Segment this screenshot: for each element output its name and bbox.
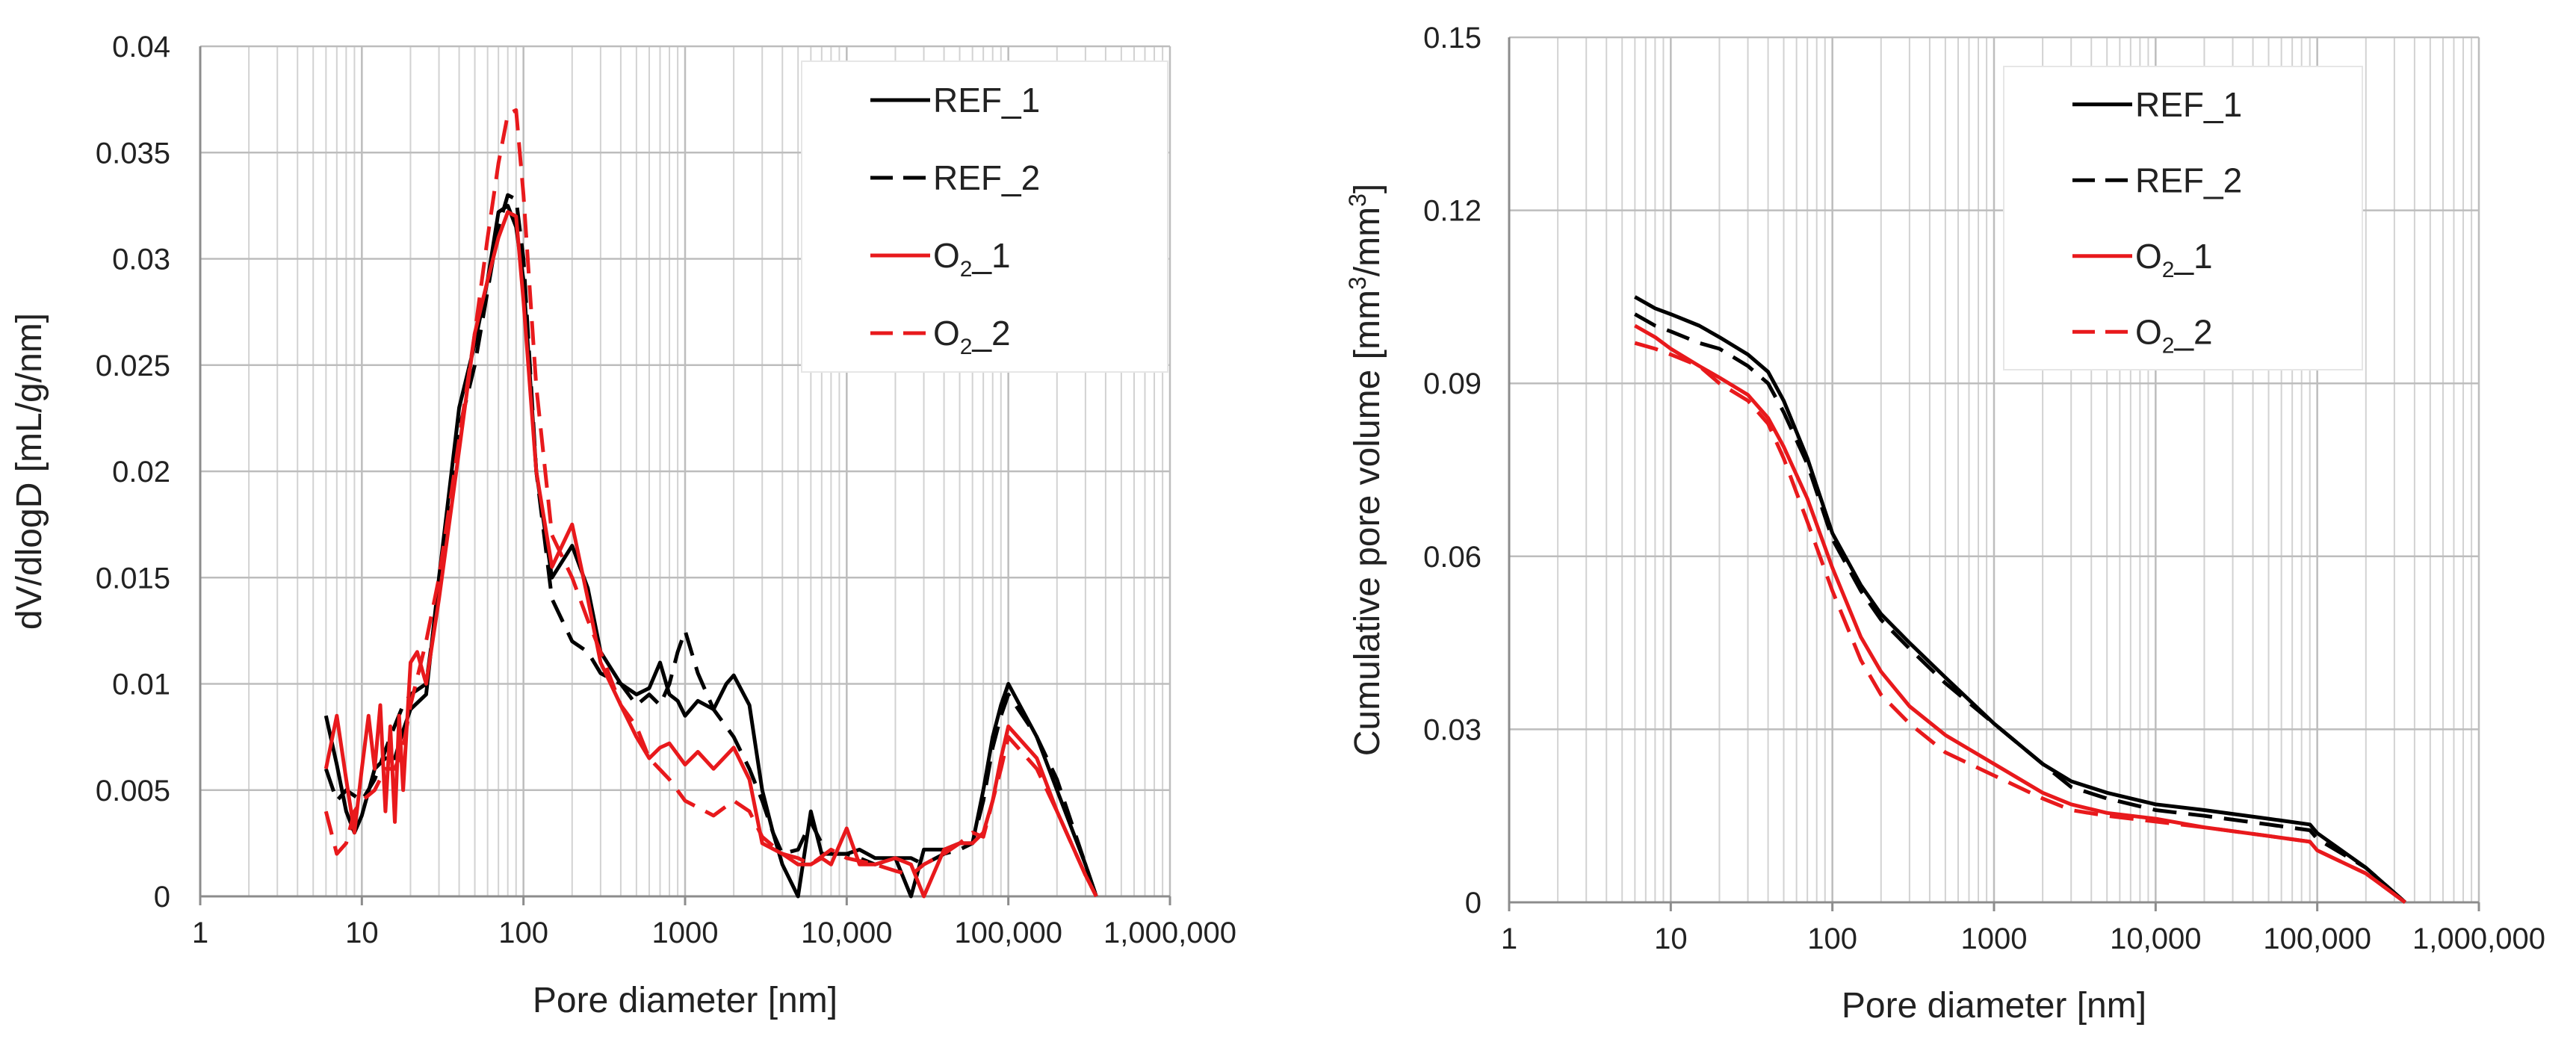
y-tick-label: 0.02: [112, 456, 170, 489]
y-tick-label: 0.025: [96, 350, 170, 382]
x-tick-label: 100,000: [954, 917, 1062, 949]
series-line-ref_1: [1634, 295, 2407, 904]
series-line-o_1: [323, 210, 1098, 899]
legend-label-text: _1: [971, 236, 1010, 275]
gridlines: [199, 45, 1171, 898]
legend-label-text: O: [2135, 312, 2162, 351]
x-tick-label: 100: [498, 917, 548, 949]
legend-box: [801, 61, 1168, 373]
legend-label: O2_1: [933, 236, 1011, 282]
legend-label-subscript: 2: [960, 335, 973, 359]
x-tick-label: 1: [1501, 922, 1517, 955]
legend-label: REF_2: [2135, 161, 2242, 199]
x-tick-label: 10,000: [801, 917, 892, 949]
y-axis-title-superscript: 3: [1344, 193, 1371, 207]
y-tick-label: 0: [154, 881, 170, 914]
x-tick-label: 1000: [652, 917, 719, 949]
y-tick-label: 0.035: [96, 137, 170, 170]
x-tick-label: 1000: [1961, 922, 2028, 955]
series-lines: [323, 108, 1098, 899]
y-tick-label: 0.06: [1423, 541, 1481, 574]
legend-label-text: _2: [2173, 312, 2212, 351]
x-tick-label: 1,000,000: [2412, 922, 2545, 955]
legend-label-text: O: [2135, 237, 2162, 276]
legend-label: REF_1: [2135, 85, 2242, 124]
y-axis-title-text: ]: [1348, 184, 1387, 193]
x-tick-label: 100: [1807, 922, 1857, 955]
y-axis-title-text: /mm: [1348, 207, 1387, 276]
y-axis-title-text: Cumulative pore volume [mm: [1348, 290, 1387, 756]
x-tick-label: 1: [192, 917, 208, 949]
legend-label-subscript: 2: [960, 257, 973, 282]
legend-label-text: _1: [2173, 237, 2212, 276]
legend-label-text: REF_2: [2135, 161, 2242, 199]
x-tick-label: 10,000: [2110, 922, 2201, 955]
legend-label: O2_2: [2135, 312, 2213, 358]
x-tick-label: 10: [1654, 922, 1688, 955]
legend-label-subscript: 2: [2162, 333, 2175, 358]
legend-box: [2003, 66, 2363, 370]
y-tick-label: 0.15: [1423, 22, 1481, 55]
x-tick-label: 1,000,000: [1103, 917, 1236, 949]
legend-label-text: REF_2: [933, 158, 1040, 197]
y-tick-label: 0: [1465, 887, 1481, 920]
y-axis-title: Cumulative pore volume [mm3/mm3]: [1344, 184, 1387, 756]
y-tick-label: 0.12: [1423, 195, 1481, 228]
y-tick-label: 0.04: [112, 31, 170, 63]
legend-label: O2_1: [2135, 237, 2213, 282]
legend-label-text: O: [933, 236, 960, 275]
legend-label-text: _2: [971, 314, 1010, 353]
legend-label: O2_2: [933, 314, 1011, 359]
legend-label-text: REF_1: [933, 81, 1040, 120]
y-tick-label: 0.03: [1423, 713, 1481, 746]
x-axis-title: Pore diameter [nm]: [1842, 986, 2146, 1026]
legend-label-subscript: 2: [2162, 258, 2175, 282]
legend-label: REF_2: [933, 158, 1040, 197]
series-line-o_2: [1634, 341, 2406, 905]
y-tick-label: 0.09: [1423, 368, 1481, 400]
y-tick-label: 0.005: [96, 775, 170, 807]
chart-pore-size-distribution: 1 10 100 1000 10,000 100,000 1,000,000 0 0.005 0.…: [10, 31, 1236, 1020]
y-axis-title: dV/dlogD [mL/g/nm]: [10, 313, 49, 630]
legend-label-text: O: [933, 314, 960, 353]
series-lines: [1634, 295, 2407, 905]
legend-label-text: REF_1: [2135, 85, 2242, 124]
y-axis-title-superscript: 3: [1344, 276, 1371, 290]
x-tick-label: 100,000: [2263, 922, 2371, 955]
x-axis-title: Pore diameter [nm]: [533, 981, 837, 1020]
y-tick-label: 0.015: [96, 562, 170, 595]
x-tick-label: 10: [345, 917, 379, 949]
y-tick-label: 0.01: [112, 669, 170, 701]
series-line-ref_2: [1634, 312, 2407, 904]
legend-label: REF_1: [933, 81, 1040, 120]
chart-cumulative-pore-volume: 1 10 100 1000 10,000 100,000 1,000,000 0 0.03 0.0…: [1344, 22, 2545, 1026]
y-tick-label: 0.03: [112, 244, 170, 276]
